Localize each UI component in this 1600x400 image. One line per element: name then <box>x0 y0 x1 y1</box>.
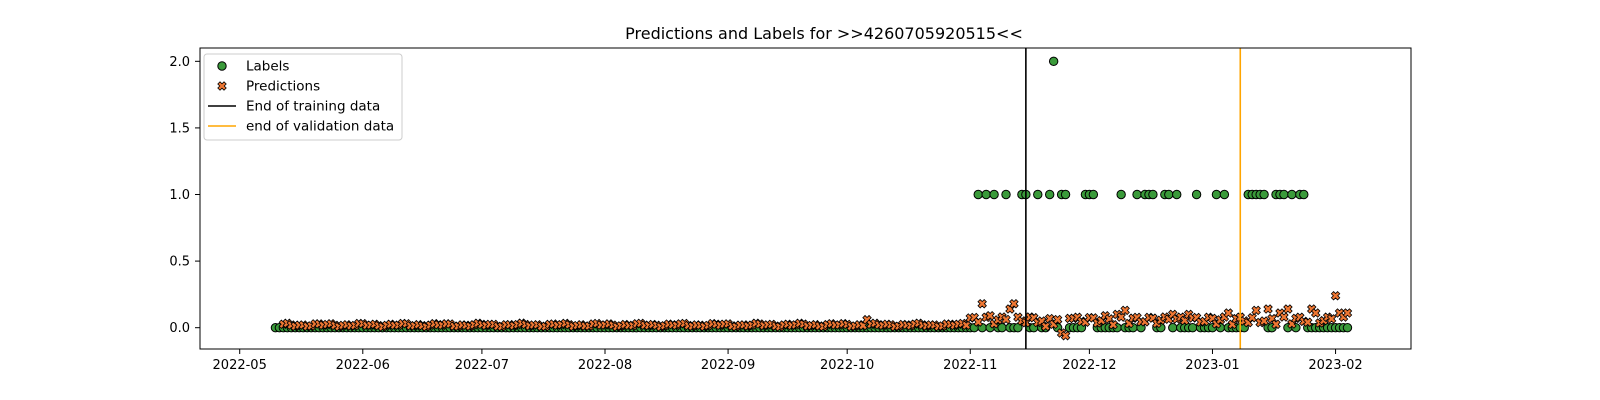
prediction-point <box>1108 319 1118 330</box>
prediction-point <box>1120 305 1130 316</box>
prediction-point <box>1283 304 1293 314</box>
label-point <box>997 322 1007 333</box>
x-tick-label: 2022-10 <box>820 358 874 373</box>
prediction-point <box>1251 305 1261 316</box>
prediction-point <box>1271 319 1281 330</box>
x-tick-label: 2023-01 <box>1185 358 1239 373</box>
x-tick-label: 2022-09 <box>701 358 755 373</box>
legend-label: end of validation data <box>246 119 394 135</box>
label-point <box>1164 189 1174 200</box>
label-point <box>1287 189 1297 200</box>
label-point <box>981 189 991 200</box>
label-point <box>973 189 983 200</box>
label-point <box>1148 189 1158 200</box>
x-tick-label: 2022-12 <box>1062 358 1116 373</box>
label-point <box>1187 322 1198 333</box>
label-point <box>1168 322 1178 333</box>
label-point <box>1342 322 1353 333</box>
label-point <box>1044 189 1055 200</box>
label-point <box>1279 189 1289 200</box>
prediction-point <box>1052 314 1063 325</box>
label-point <box>1060 189 1071 200</box>
x-tick-label: 2022-05 <box>213 358 267 373</box>
prediction-point <box>1310 308 1321 318</box>
legend: Labels Predictions End of training data end… <box>203 53 403 141</box>
label-point <box>1172 189 1182 200</box>
legend-box <box>203 53 403 141</box>
legend-end-of-training: End of training data <box>208 99 380 115</box>
prediction-point <box>1259 316 1269 326</box>
prediction-point <box>961 320 972 331</box>
label-point <box>1191 189 1202 200</box>
y-tick-label: 0.5 <box>169 255 190 270</box>
series-predictions <box>278 290 1353 341</box>
legend-labels: Labels <box>217 59 289 75</box>
legend-marker <box>217 61 227 71</box>
label-point <box>1001 189 1011 200</box>
prediction-point <box>1060 330 1071 341</box>
prediction-point <box>1263 304 1273 314</box>
x-tick-label: 2022-06 <box>336 358 390 373</box>
prediction-point <box>977 298 987 309</box>
y-tick-label: 2.0 <box>169 55 190 70</box>
prediction-point <box>1330 290 1341 301</box>
label-point <box>1211 189 1222 200</box>
prediction-point <box>1223 308 1234 318</box>
x-tick-label: 2023-02 <box>1308 358 1362 373</box>
label-point <box>989 189 999 200</box>
label-point <box>1116 189 1126 200</box>
legend-predictions: Predictions <box>217 79 320 95</box>
prediction-point <box>1040 321 1051 332</box>
prediction-point <box>1342 308 1353 318</box>
prediction-point <box>1001 314 1011 325</box>
plot-area <box>270 48 1353 349</box>
axes-frame <box>199 47 1412 350</box>
legend-label: Labels <box>246 59 289 75</box>
label-point <box>1048 56 1059 67</box>
legend-label: End of training data <box>246 99 380 115</box>
prediction-point <box>1279 312 1289 322</box>
y-tick-label: 1.5 <box>169 121 190 136</box>
x-tick-label: 2022-07 <box>455 358 509 373</box>
chart-title: Predictions and Labels for >>42607059205… <box>625 24 1023 43</box>
label-point <box>1033 189 1043 200</box>
label-point <box>1088 189 1099 200</box>
label-point <box>1259 189 1269 200</box>
legend-label: Predictions <box>246 79 320 95</box>
legend-end-of-validation: end of validation data <box>208 119 394 135</box>
label-point <box>1132 189 1142 200</box>
label-point <box>1299 189 1309 200</box>
prediction-point <box>1303 317 1313 327</box>
prediction-point <box>973 317 983 327</box>
x-tick-label: 2022-08 <box>578 358 632 373</box>
prediction-point <box>1326 314 1337 324</box>
prediction-point <box>1009 298 1019 309</box>
axes: 2022-05 2022-06 2022-07 2022-08 2022-09 2022-… <box>169 47 1412 373</box>
label-point <box>1219 189 1230 200</box>
x-tick-label: 2022-11 <box>943 358 997 373</box>
legend-marker <box>217 81 227 91</box>
y-tick-label: 1.0 <box>169 188 190 203</box>
y-tick-label: 0.0 <box>169 321 190 336</box>
label-point <box>1013 322 1023 333</box>
